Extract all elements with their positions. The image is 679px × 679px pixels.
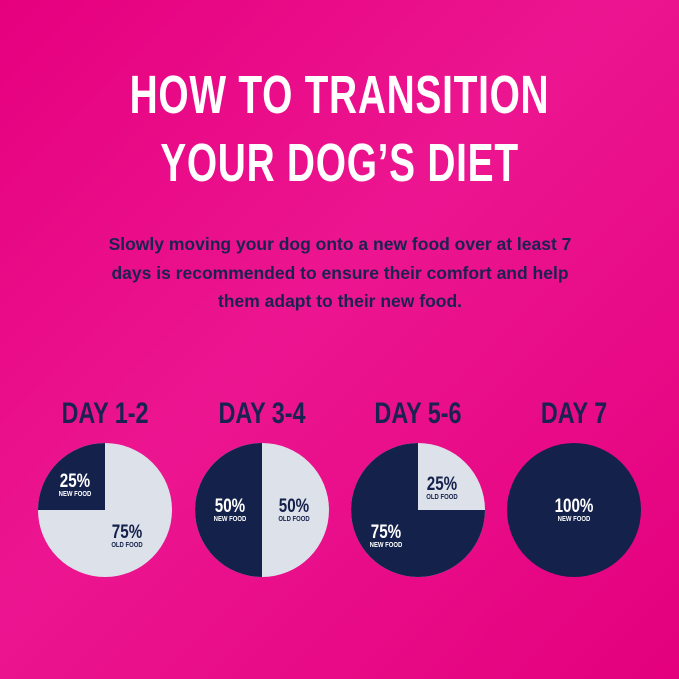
slice-new-food [195,443,262,577]
new-food-label: NEW FOOD [370,542,403,550]
old-food-label: OLD FOOD [111,542,143,550]
pie-title: DAY 1-2 [61,396,148,429]
old-food-percent: 25% [427,472,457,494]
intro-text: Slowly moving your dog onto a new food o… [108,234,572,311]
new-food-label: NEW FOOD [59,491,92,499]
old-food-label: OLD FOOD [278,516,310,524]
old-food-percent: 75% [112,520,142,542]
old-food-percent: 50% [279,494,309,516]
old-food-label: OLD FOOD [426,494,458,502]
new-food-label: NEW FOOD [214,516,247,524]
pie-title: DAY 7 [541,396,607,429]
new-food-percent: 25% [60,469,90,491]
new-food-percent: 75% [371,520,401,542]
slice-new-food [351,443,485,577]
title-line-2: YOUR DOG’S DIET [160,133,519,193]
new-food-percent: 50% [215,494,245,516]
new-food-percent: 100% [555,494,594,516]
new-food-label: NEW FOOD [558,516,591,524]
pie-title: DAY 5-6 [374,396,461,429]
slice-new-food [38,443,105,510]
title-line-1: HOW TO TRANSITION [129,65,550,125]
slice-new-food [507,443,641,577]
pie-title: DAY 3-4 [218,396,305,429]
